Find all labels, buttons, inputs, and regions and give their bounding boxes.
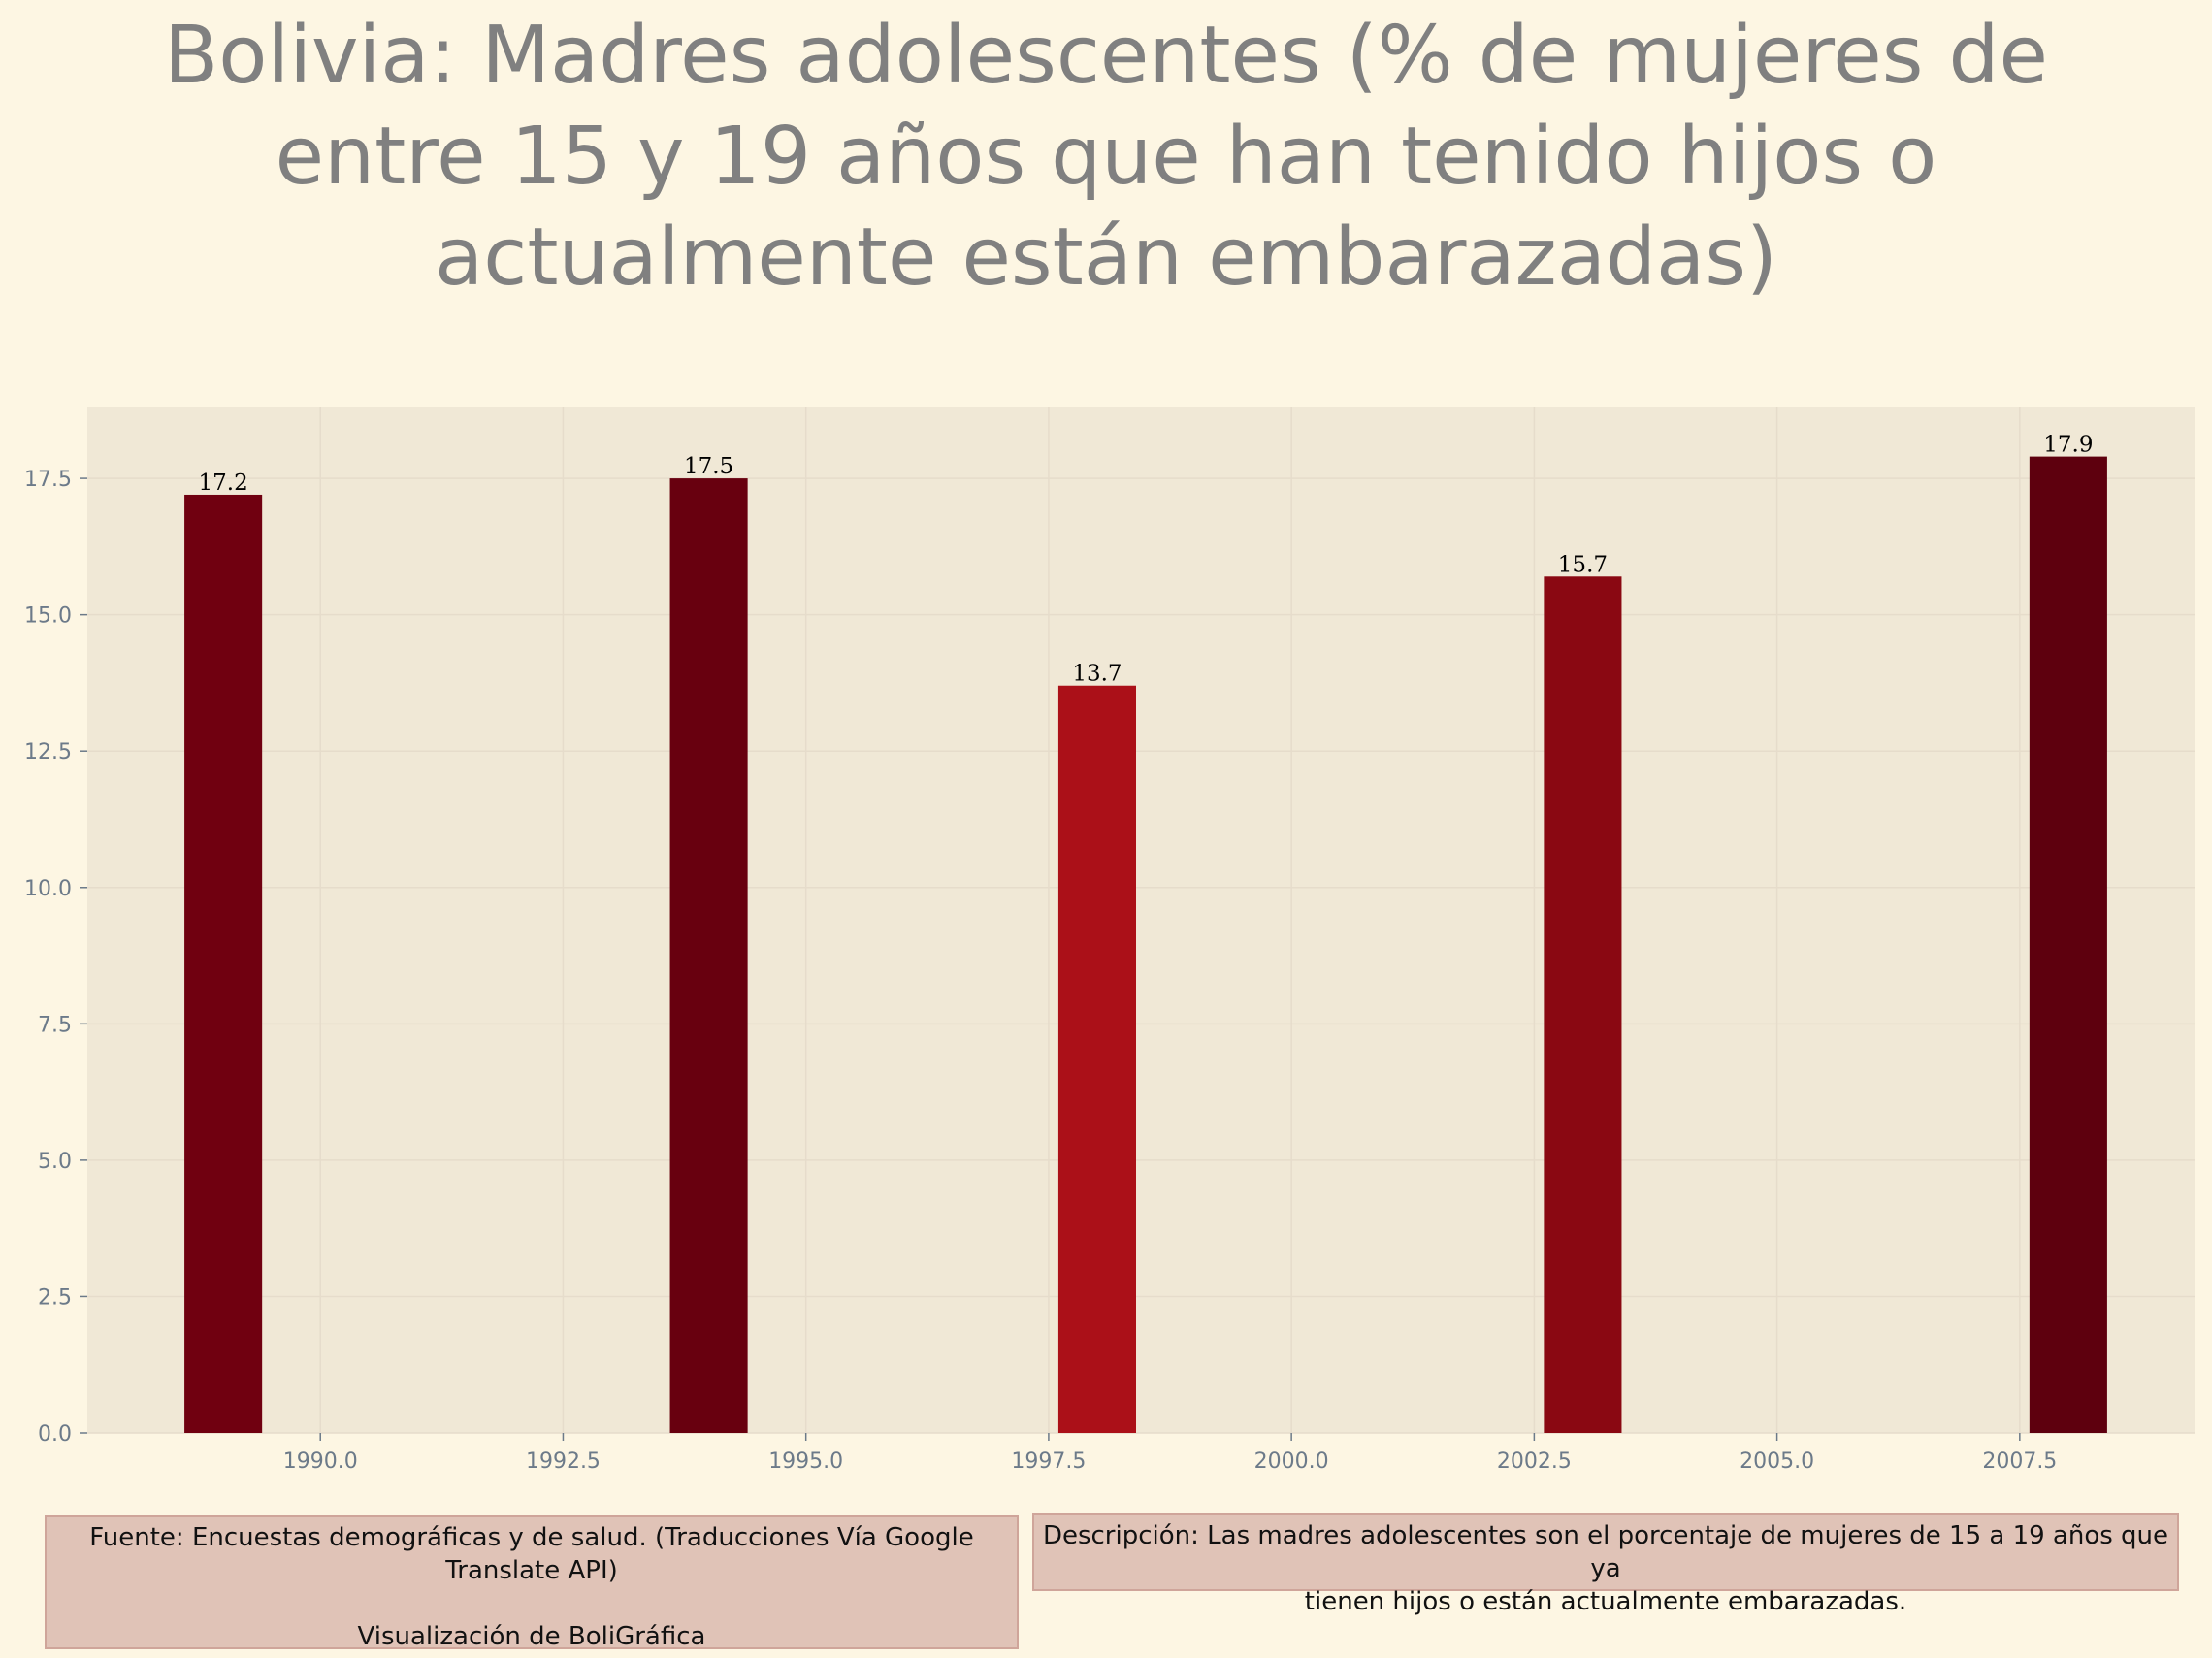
x-tick-label: 1997.5 xyxy=(1011,1449,1086,1474)
bar xyxy=(2029,456,2107,1433)
bar xyxy=(184,494,263,1433)
plot-area xyxy=(87,407,2195,1433)
x-tick-label: 1990.0 xyxy=(283,1449,358,1474)
x-tick-label: 2007.5 xyxy=(1982,1449,2057,1474)
x-tick-label: 2005.0 xyxy=(1740,1449,1814,1474)
bar xyxy=(1544,576,1622,1433)
bar xyxy=(669,478,748,1433)
x-tick-label: 2000.0 xyxy=(1254,1449,1329,1474)
y-tick-label: 7.5 xyxy=(38,1013,72,1037)
y-tick-label: 10.0 xyxy=(24,877,72,901)
bar-value-label: 15.7 xyxy=(1558,552,1608,577)
y-tick-label: 17.5 xyxy=(24,468,72,492)
description-note: Descripción: Las madres adolescentes son… xyxy=(1032,1513,2179,1616)
bar-value-label: 17.2 xyxy=(199,471,248,496)
x-tick-label: 1992.5 xyxy=(526,1449,601,1474)
y-tick-label: 12.5 xyxy=(24,740,72,764)
y-tick-label: 0.0 xyxy=(38,1422,72,1447)
chart-title: Bolivia: Madres adolescentes (% de mujer… xyxy=(163,10,2048,304)
bar-value-label: 17.5 xyxy=(684,454,733,479)
y-tick-label: 2.5 xyxy=(38,1285,72,1310)
x-tick-label: 2002.5 xyxy=(1497,1449,1572,1474)
y-tick-label: 5.0 xyxy=(38,1150,72,1174)
x-tick-label: 1995.0 xyxy=(768,1449,843,1474)
bar-value-label: 13.7 xyxy=(1072,662,1122,687)
source-note: Fuente: Encuestas demográficas y de salu… xyxy=(45,1515,1019,1651)
bar-value-label: 17.9 xyxy=(2043,433,2093,458)
bar xyxy=(1057,685,1136,1433)
y-tick-label: 15.0 xyxy=(24,604,72,629)
